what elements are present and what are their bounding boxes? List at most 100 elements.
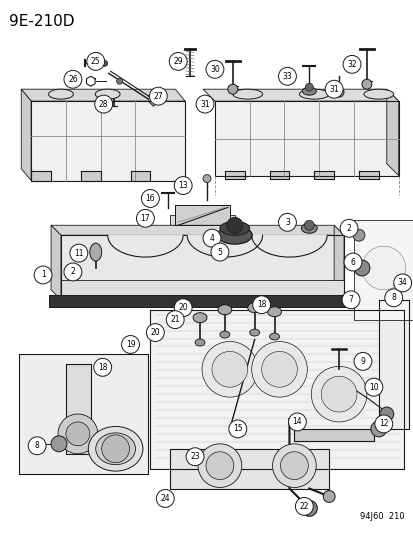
Circle shape [206,452,233,480]
Circle shape [28,437,46,455]
Circle shape [102,60,107,66]
Circle shape [166,311,184,328]
Circle shape [116,78,122,84]
Text: 2: 2 [70,268,75,277]
Circle shape [64,263,82,281]
Polygon shape [21,89,31,181]
Polygon shape [202,89,398,101]
Polygon shape [51,225,61,300]
Text: 26: 26 [68,75,78,84]
Text: 18: 18 [98,363,107,372]
Circle shape [146,324,164,342]
Circle shape [278,213,296,231]
Circle shape [64,70,82,88]
Text: 12: 12 [378,419,388,429]
Ellipse shape [269,333,279,340]
Polygon shape [386,89,398,175]
Ellipse shape [219,331,229,338]
Circle shape [320,376,356,412]
Bar [353,220,413,320]
Text: 31: 31 [200,100,209,109]
Circle shape [174,299,192,317]
Circle shape [379,407,393,421]
Text: 18: 18 [256,300,266,309]
Circle shape [196,95,214,113]
Text: 31: 31 [328,85,338,94]
Polygon shape [170,215,234,225]
Text: 3: 3 [284,218,289,227]
Circle shape [169,52,187,70]
Bar [378,300,408,429]
Circle shape [226,217,242,233]
Circle shape [228,420,246,438]
Text: 9E-210D: 9E-210D [9,14,75,29]
Circle shape [353,352,371,370]
Bar [61,235,343,290]
Circle shape [102,435,129,463]
Text: 94J60  210: 94J60 210 [359,512,404,521]
Circle shape [361,79,371,89]
Bar [31,101,185,181]
Text: 8: 8 [35,441,39,450]
Text: 4: 4 [209,233,214,243]
Ellipse shape [301,223,316,233]
Circle shape [51,436,67,452]
Circle shape [70,244,88,262]
Ellipse shape [397,278,408,285]
Circle shape [156,489,174,507]
Circle shape [202,229,221,247]
Circle shape [87,52,104,70]
Text: 32: 32 [347,60,356,69]
Bar [49,295,351,306]
Ellipse shape [90,243,102,261]
Bar [358,171,378,179]
Circle shape [197,444,241,488]
Circle shape [211,243,228,261]
Bar [19,354,148,474]
Circle shape [353,260,369,276]
Circle shape [305,83,313,91]
Circle shape [288,413,306,431]
Bar [214,101,398,175]
Ellipse shape [247,303,261,313]
Circle shape [206,60,223,78]
Text: 33: 33 [282,72,292,81]
Circle shape [95,95,112,113]
Text: 10: 10 [368,383,378,392]
Circle shape [304,220,313,230]
Bar [31,171,51,181]
Circle shape [272,444,316,488]
Circle shape [370,421,386,437]
Ellipse shape [192,313,206,322]
Circle shape [342,55,360,74]
Bar [150,310,403,469]
Circle shape [341,291,359,309]
Circle shape [278,67,296,85]
Text: 6: 6 [350,257,355,266]
Ellipse shape [299,89,328,99]
Bar [61,280,343,300]
Ellipse shape [232,89,262,99]
Text: 1: 1 [40,270,45,279]
Circle shape [202,175,211,183]
Text: 24: 24 [160,494,170,503]
Bar [81,171,100,181]
Circle shape [252,296,270,314]
Circle shape [323,490,335,503]
Bar [66,365,90,454]
Text: 8: 8 [390,293,395,302]
Polygon shape [21,89,185,101]
Ellipse shape [88,426,142,471]
Ellipse shape [195,339,204,346]
Text: 25: 25 [91,57,100,66]
Text: 14: 14 [292,417,301,426]
Text: 28: 28 [99,100,108,109]
Bar [130,171,150,181]
Circle shape [66,422,90,446]
Text: 9: 9 [360,357,365,366]
Circle shape [280,452,308,480]
Circle shape [352,229,364,241]
Circle shape [333,87,343,97]
Polygon shape [333,225,343,300]
Ellipse shape [301,87,316,95]
